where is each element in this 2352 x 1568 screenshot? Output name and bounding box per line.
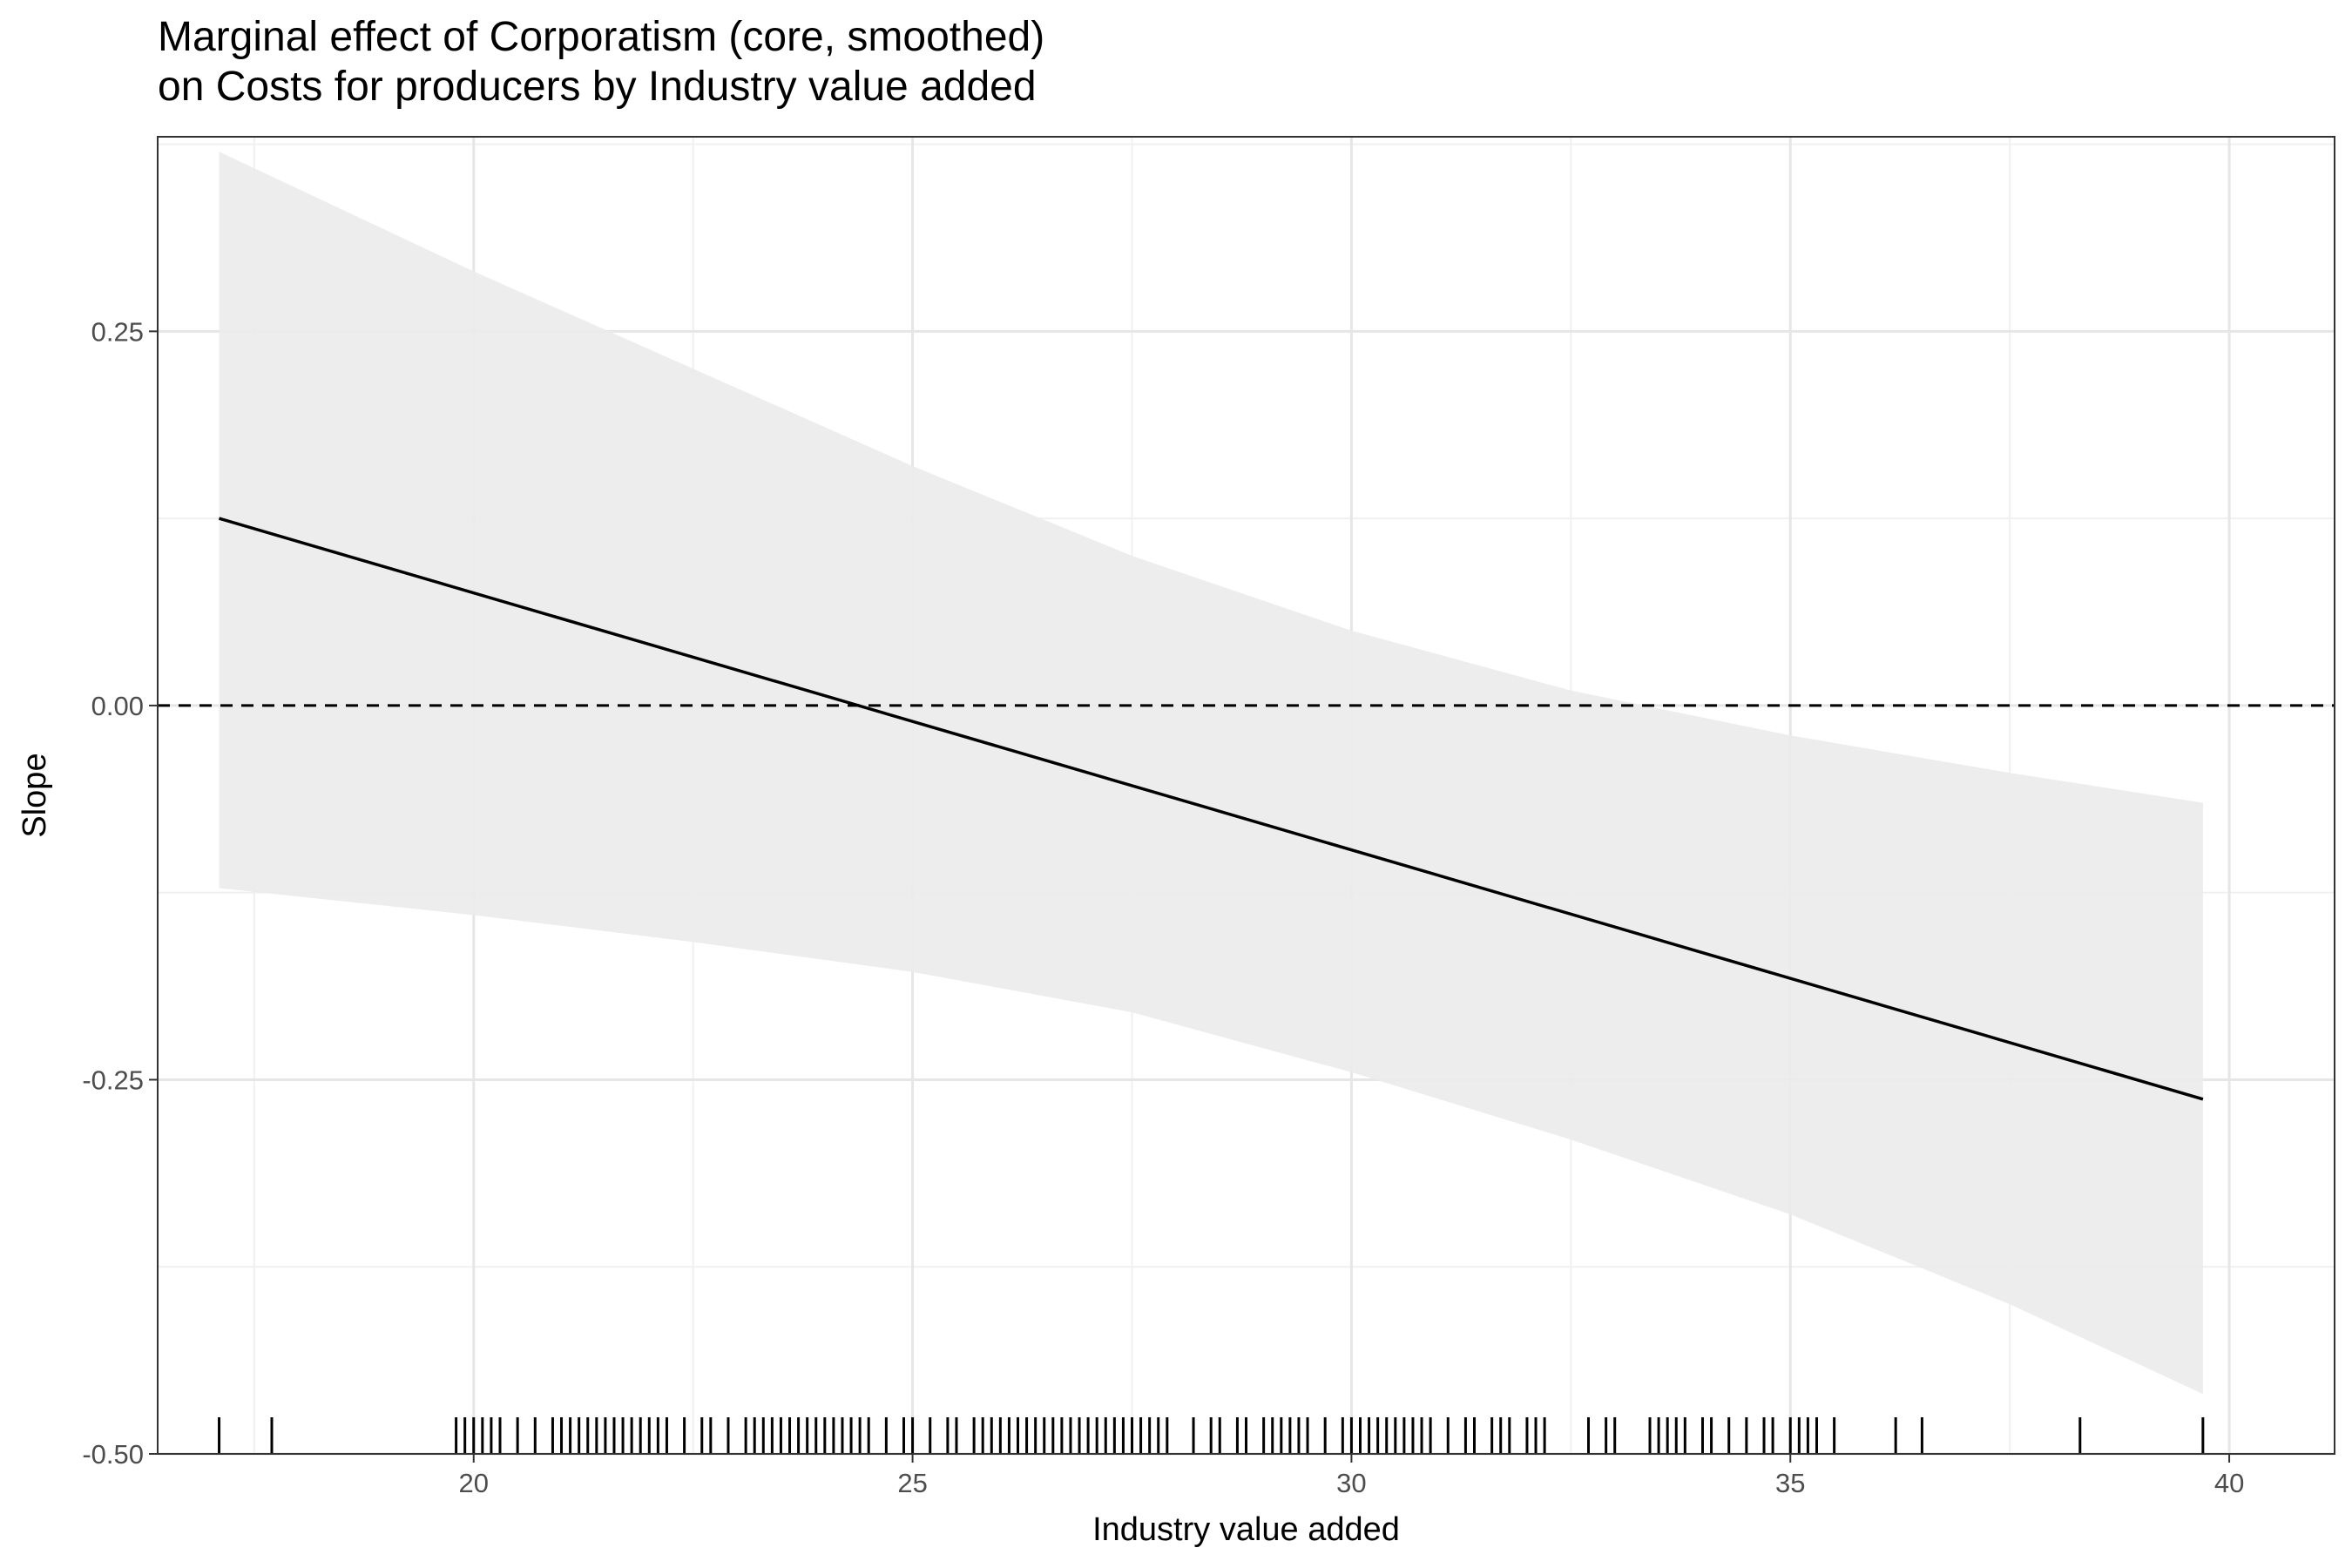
confidence-band-layer [219,152,2203,1395]
x-axis-label: Industry value added [1092,1511,1400,1548]
slope-line [219,517,2204,1101]
confidence-band [219,152,2203,1395]
x-tick-label: 25 [897,1468,927,1498]
x-tick-label: 40 [2214,1468,2244,1498]
chart-title-line-2: on Costs for producers by Industry value… [158,64,1037,110]
y-tick-label: -0.50 [82,1439,144,1470]
x-tick-label: 20 [459,1468,489,1498]
rug-layer [218,1417,2205,1454]
slope-line-layer [219,517,2204,1101]
panel-border [157,136,2335,1455]
x-tick-label: 35 [1775,1468,1805,1498]
y-tick-label: -0.25 [82,1064,144,1095]
chart-title-line-1: Marginal effect of Corporatism (core, sm… [158,14,1045,60]
x-axis-ticks: 20 25 30 35 40 [459,1454,2244,1498]
y-tick-label: 0.25 [91,316,144,347]
y-axis-ticks: -0.50 -0.25 0.00 0.25 [82,316,158,1470]
y-tick-label: 0.00 [91,691,144,721]
y-axis-label: Slope [17,753,53,837]
x-tick-label: 30 [1336,1468,1366,1498]
